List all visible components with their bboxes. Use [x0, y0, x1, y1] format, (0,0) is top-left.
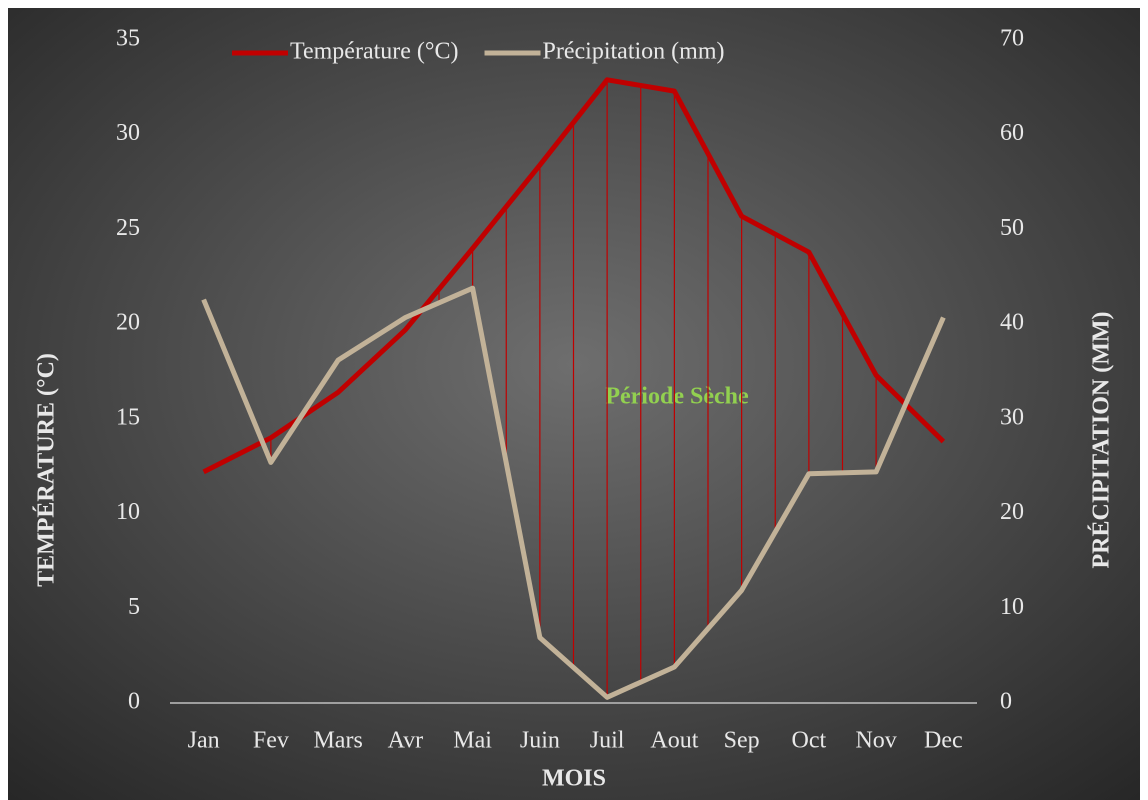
x-tick-label: Dec	[924, 728, 963, 754]
y-tick-label: 25	[116, 215, 140, 241]
y2-tick-label: 70	[1000, 26, 1024, 52]
x-tick-label: Juin	[520, 728, 560, 754]
x-tick-label: Nov	[855, 728, 896, 754]
y-tick-label: 35	[116, 26, 140, 52]
x-tick-label: Juil	[590, 728, 625, 754]
y-axis-label: TEMPÉRATURE (°C)	[34, 353, 60, 587]
y2-tick-label: 60	[1000, 120, 1024, 146]
y2-tick-label: 50	[1000, 215, 1024, 241]
x-tick-label: Sep	[724, 728, 760, 754]
x-tick-label: Oct	[792, 728, 827, 754]
x-tick-label: Aout	[650, 728, 698, 754]
series-line	[201, 285, 946, 700]
legend-label: Précipitation (mm)	[543, 39, 725, 65]
x-tick-label: Mai	[453, 728, 492, 754]
y-tick-label: 30	[116, 120, 140, 146]
legend-label: Température (°C)	[290, 39, 459, 65]
y-tick-label: 15	[116, 404, 140, 430]
y2-axis-label: PRÉCIPITATION (MM)	[1089, 311, 1115, 568]
y2-tick-label: 30	[1000, 404, 1024, 430]
y2-tick-label: 10	[1000, 594, 1024, 620]
y2-tick-label: 40	[1000, 310, 1024, 336]
y2-tick-label: 0	[1000, 689, 1012, 715]
x-axis-label: MOIS	[542, 766, 606, 792]
x-tick-label: Avr	[388, 728, 424, 754]
x-tick-label: Jan	[188, 728, 220, 754]
x-tick-label: Fev	[253, 728, 289, 754]
y2-tick-label: 20	[1000, 499, 1024, 525]
y-tick-label: 0	[128, 689, 140, 715]
x-tick-label: Mars	[313, 728, 362, 754]
annotation: Période Sèche	[605, 384, 749, 410]
series-line	[202, 77, 946, 475]
y-tick-label: 10	[116, 499, 140, 525]
y-tick-label: 20	[116, 310, 140, 336]
y-tick-label: 5	[128, 594, 140, 620]
